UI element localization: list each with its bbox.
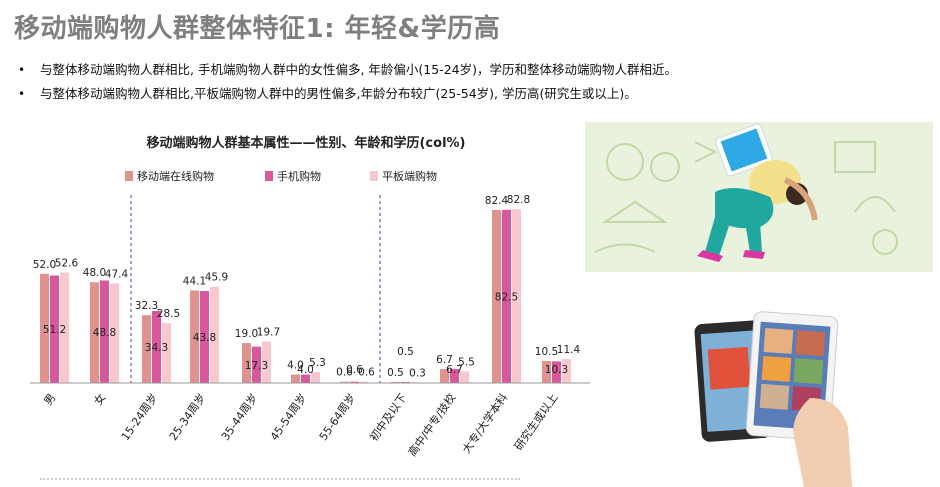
data-label: 4.0 [297,364,314,376]
x-tick-label: 35-44周岁 [218,391,260,443]
bar [562,359,571,383]
bar [190,290,199,383]
data-label: 45.9 [205,272,228,284]
data-label: 0.6 [358,367,375,379]
data-label: 51.2 [43,324,66,336]
data-label: 44.1 [183,275,206,287]
bar [152,310,161,383]
data-label: 0.3 [409,367,426,379]
data-label: 19.0 [235,328,258,340]
bar [340,381,349,383]
bar [440,368,449,383]
bar [200,291,209,383]
data-label: 4.0 [287,360,304,372]
data-label: 32.3 [135,300,158,312]
legend-swatch [125,171,133,181]
bar [252,346,261,383]
chart-title: 移动端购物人群基本属性——性别、年龄和学历(col%) [146,135,465,151]
data-label: 10.3 [545,364,568,376]
page-title: 移动端购物人群整体特征1: 年轻&学历高 [14,14,501,44]
legend-label: 移动端在线购物 [137,169,214,183]
bar [301,374,310,383]
x-tick-label: 高中/中专/技校 [405,391,459,459]
bullet-text: 与整体移动端购物人群相比, 手机端购物人群中的女性偏多, 年龄偏小(15-24岁… [40,62,677,77]
legend-label: 手机购物 [277,169,321,183]
data-label: 6.7 [436,354,453,366]
bar [391,381,400,383]
data-label: 0.6 [336,367,353,379]
data-label: 52.0 [33,259,56,271]
x-tick-label: 研究生或以上 [511,391,560,453]
data-label: 11.4 [557,344,581,356]
bar [291,374,300,383]
bar [460,371,469,383]
bar [450,368,459,383]
hand-holding-tablets [692,308,860,487]
bullet-marker: • [18,63,26,77]
bar [311,371,320,383]
woman-with-tablet-illustration [585,122,933,272]
x-tick-label: 55-64周岁 [316,391,358,443]
bar [50,275,59,383]
data-label: 0.6 [346,364,363,376]
bullet-marker: • [18,87,26,101]
bar [90,282,99,383]
x-tick-label: 25-34周岁 [166,391,208,443]
legend-swatch [370,171,378,181]
data-label: 34.3 [145,342,168,354]
bar [360,381,369,383]
data-label: 48.0 [83,267,106,279]
data-label: 47.4 [105,268,129,280]
bullet-text: 与整体移动端购物人群相比,平板端购物人群中的男性偏多,年龄分布较广(25-54岁… [40,86,637,101]
data-label: 19.7 [257,327,280,339]
data-label: 52.6 [55,258,79,270]
bar [262,341,271,383]
bullet-item: • 与整体移动端购物人群相比, 手机端购物人群中的女性偏多, 年龄偏小(15-2… [18,58,918,82]
data-label: 0.5 [387,367,404,379]
bar [142,315,151,383]
legend-swatch [265,171,273,181]
data-label: 28.5 [157,308,180,320]
data-label: 6.7 [446,364,463,376]
bar-chart: 移动端购物人群基本属性——性别、年龄和学历(col%) 移动端在线购物 手机购物 平板… [30,135,590,459]
x-tick-label: 初中及以下 [366,391,409,444]
bar [401,381,410,383]
x-tick-label: 45-54周岁 [267,391,309,443]
bar [40,273,49,383]
data-label: 82.8 [507,194,530,206]
x-tick-label: 大专/大学本科 [459,391,510,456]
data-label: 48.8 [93,327,116,339]
bar [542,360,551,383]
data-label: 17.3 [245,360,268,372]
data-label: 10.5 [535,346,558,358]
bullet-item: • 与整体移动端购物人群相比,平板端购物人群中的男性偏多,年龄分布较广(25-5… [18,82,918,106]
top-photo [585,122,933,272]
cropped-footer-line [40,478,520,484]
data-label: 5.3 [309,357,326,369]
legend-label: 平板端购物 [382,169,437,183]
bar [110,283,119,383]
bar [242,343,251,383]
data-label: 82.4 [485,195,509,207]
bar [492,209,501,383]
x-tick-label: 男 [41,391,58,407]
data-label: 82.5 [495,291,518,303]
x-tick-label: 15-24周岁 [118,391,160,443]
data-label: 5.5 [458,356,475,368]
bar [502,209,511,383]
bar [512,209,521,383]
bar [552,361,561,383]
bar [210,286,219,383]
bar [100,280,109,383]
bar [162,323,171,383]
bar [60,272,69,383]
bottom-photo [692,308,860,487]
x-tick-label: 女 [91,391,109,408]
bar [350,381,359,383]
data-label: 43.8 [193,332,216,344]
data-label: 0.5 [397,346,414,358]
bullet-list: • 与整体移动端购物人群相比, 手机端购物人群中的女性偏多, 年龄偏小(15-2… [18,58,918,106]
